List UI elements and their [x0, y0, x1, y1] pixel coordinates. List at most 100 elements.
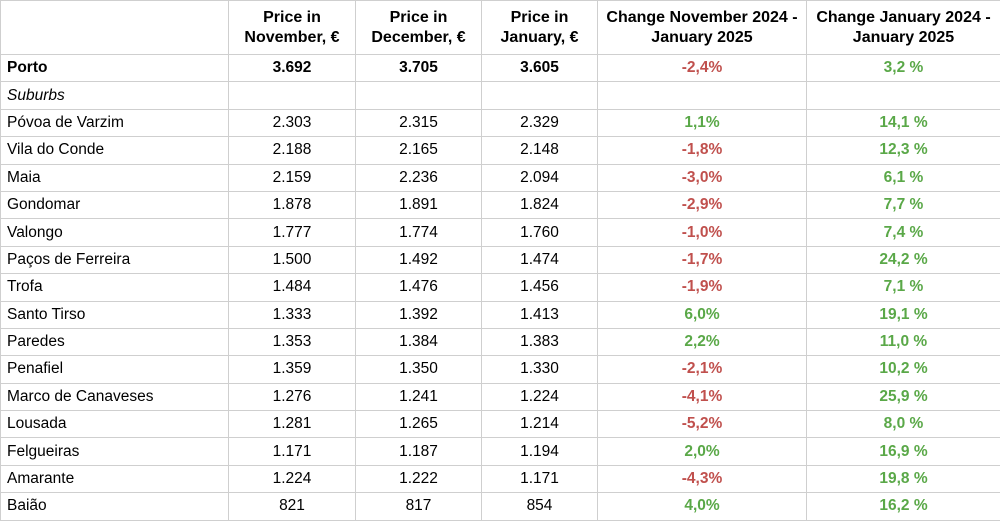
section-label: Suburbs: [0, 81, 229, 110]
cell: 2.329: [481, 108, 598, 138]
cell: 7,4 %: [806, 218, 1000, 247]
cell: [806, 81, 1000, 110]
table-row: Valongo 1.777 1.774 1.760 -1,0% 7,4 %: [0, 218, 1000, 247]
cell: 1.413: [481, 300, 598, 329]
cell: 1.281: [228, 410, 356, 439]
cell: 1.476: [355, 273, 482, 302]
header-cell: Change January 2024 - January 2025: [806, 0, 1000, 55]
row-label: Baião: [0, 492, 229, 521]
cell: 1.492: [355, 245, 482, 275]
cell: 3,2 %: [806, 53, 1000, 83]
cell: 1.171: [481, 464, 598, 494]
row-label: Paredes: [0, 327, 229, 357]
cell: 19,1 %: [806, 300, 1000, 329]
cell: 2.303: [228, 108, 356, 138]
row-label: Penafiel: [0, 355, 229, 384]
cell: 817: [355, 492, 482, 521]
cell: 2,0%: [597, 437, 807, 466]
cell: 1.891: [355, 190, 482, 220]
cell: 1.760: [481, 218, 598, 247]
cell: 1.824: [481, 190, 598, 220]
row-label: Santo Tirso: [0, 300, 229, 329]
cell: 3.605: [481, 53, 598, 83]
cell: 2.236: [355, 163, 482, 192]
cell: -4,3%: [597, 464, 807, 494]
cell: 4,0%: [597, 492, 807, 521]
cell: -2,1%: [597, 355, 807, 384]
cell: 3.705: [355, 53, 482, 83]
cell: 2.165: [355, 136, 482, 165]
cell: -1,8%: [597, 136, 807, 165]
cell: 6,0%: [597, 300, 807, 329]
table-row: Santo Tirso 1.333 1.392 1.413 6,0% 19,1 %: [0, 300, 1000, 329]
table-row: Vila do Conde 2.188 2.165 2.148 -1,8% 12,3 %: [0, 136, 1000, 165]
section-row: Suburbs: [0, 81, 1000, 110]
cell: 1.878: [228, 190, 356, 220]
cell: -1,7%: [597, 245, 807, 275]
cell: 1.241: [355, 382, 482, 412]
header-cell: Price in December, €: [355, 0, 482, 55]
table-row: Maia 2.159 2.236 2.094 -3,0% 6,1 %: [0, 163, 1000, 192]
header-cell: [0, 0, 229, 55]
cell: 16,2 %: [806, 492, 1000, 521]
cell: -2,4%: [597, 53, 807, 83]
cell: 1.383: [481, 327, 598, 357]
cell: 1.194: [481, 437, 598, 466]
cell: 1.350: [355, 355, 482, 384]
cell: 1.353: [228, 327, 356, 357]
cell: [228, 81, 356, 110]
cell: 10,2 %: [806, 355, 1000, 384]
table-row: Baião 821 817 854 4,0% 16,2 %: [0, 492, 1000, 521]
cell: -5,2%: [597, 410, 807, 439]
table-row: Lousada 1.281 1.265 1.214 -5,2% 8,0 %: [0, 410, 1000, 439]
header-cell: Price in November, €: [228, 0, 356, 55]
row-label: Marco de Canaveses: [0, 382, 229, 412]
cell: 1.224: [481, 382, 598, 412]
table-row: Póvoa de Varzim 2.303 2.315 2.329 1,1% 14,1 %: [0, 108, 1000, 138]
cell: 821: [228, 492, 356, 521]
table-row: Penafiel 1.359 1.350 1.330 -2,1% 10,2 %: [0, 355, 1000, 384]
cell: 2.148: [481, 136, 598, 165]
cell: 1.474: [481, 245, 598, 275]
cell: 19,8 %: [806, 464, 1000, 494]
cell: 1.187: [355, 437, 482, 466]
cell: 14,1 %: [806, 108, 1000, 138]
row-label: Lousada: [0, 410, 229, 439]
row-label: Porto: [0, 53, 229, 83]
cell: 25,9 %: [806, 382, 1000, 412]
row-label: Vila do Conde: [0, 136, 229, 165]
table-row: Felgueiras 1.171 1.187 1.194 2,0% 16,9 %: [0, 437, 1000, 466]
cell: 12,3 %: [806, 136, 1000, 165]
cell: 1.777: [228, 218, 356, 247]
cell: 1.222: [355, 464, 482, 494]
row-label: Póvoa de Varzim: [0, 108, 229, 138]
header-row: Price in November, € Price in December, €…: [0, 0, 1000, 55]
cell: 1.359: [228, 355, 356, 384]
cell: -4,1%: [597, 382, 807, 412]
cell: 2,2%: [597, 327, 807, 357]
cell: 1.265: [355, 410, 482, 439]
table-row: Trofa 1.484 1.476 1.456 -1,9% 7,1 %: [0, 273, 1000, 302]
row-label: Felgueiras: [0, 437, 229, 466]
cell: 7,7 %: [806, 190, 1000, 220]
row-label: Amarante: [0, 464, 229, 494]
cell: 1.214: [481, 410, 598, 439]
cell: 2.315: [355, 108, 482, 138]
cell: 1.330: [481, 355, 598, 384]
cell: 11,0 %: [806, 327, 1000, 357]
table-body: Porto 3.692 3.705 3.605 -2,4% 3,2 % Suburbs Póv…: [0, 53, 1000, 521]
cell: 7,1 %: [806, 273, 1000, 302]
cell: [355, 81, 482, 110]
cell: 16,9 %: [806, 437, 1000, 466]
row-label: Trofa: [0, 273, 229, 302]
row-label: Maia: [0, 163, 229, 192]
cell: 1.384: [355, 327, 482, 357]
header-cell: Price in January, €: [481, 0, 598, 55]
cell: -1,9%: [597, 273, 807, 302]
cell: 1.392: [355, 300, 482, 329]
table-row: Paredes 1.353 1.384 1.383 2,2% 11,0 %: [0, 327, 1000, 357]
table-row: Marco de Canaveses 1.276 1.241 1.224 -4,1% 25…: [0, 382, 1000, 412]
table-row: Paços de Ferreira 1.500 1.492 1.474 -1,7% 24,…: [0, 245, 1000, 275]
table-row: Porto 3.692 3.705 3.605 -2,4% 3,2 %: [0, 53, 1000, 83]
cell: -1,0%: [597, 218, 807, 247]
